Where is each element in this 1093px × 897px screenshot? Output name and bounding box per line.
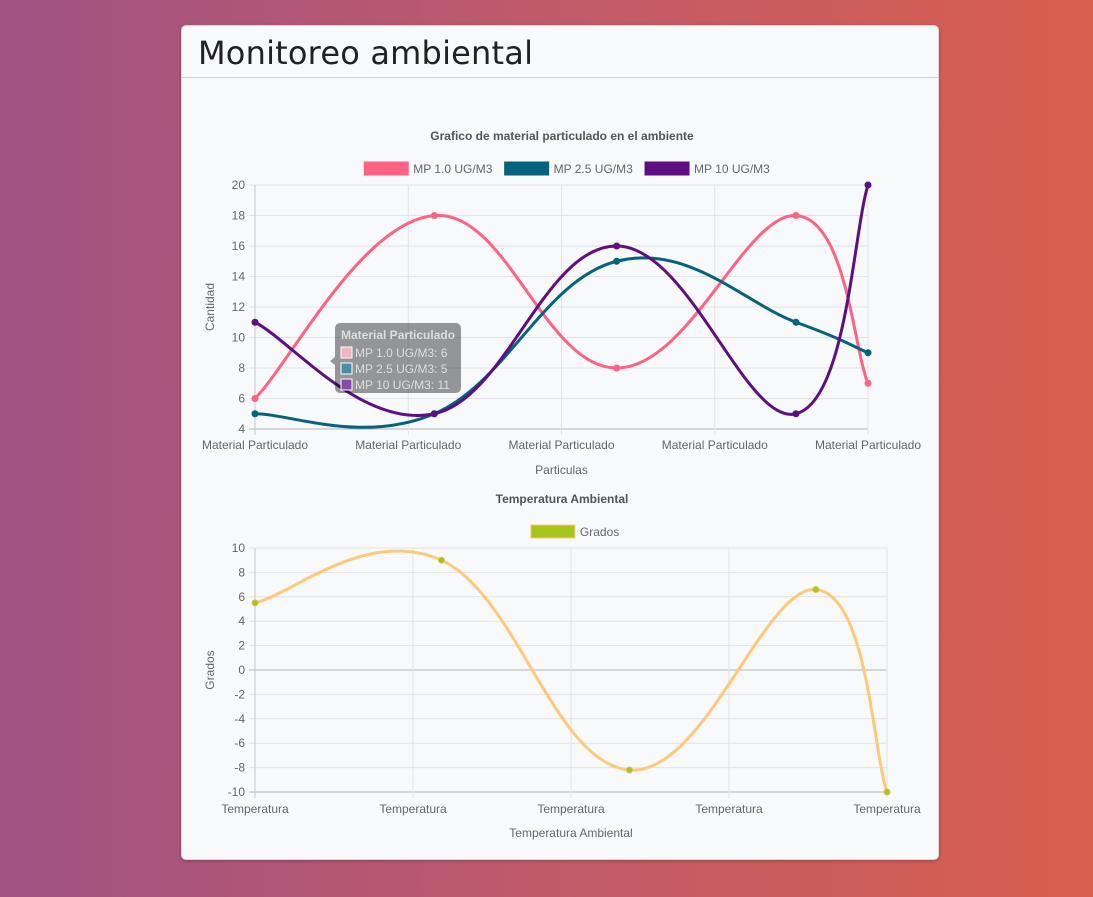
y-tick-label: -2 xyxy=(234,687,245,701)
chart-tooltip: Material Particulado MP 1.0 UG/M3: 6 MP … xyxy=(330,323,461,393)
y-axis-label: Cantidad xyxy=(203,283,217,331)
x-tick-label: Temperatura xyxy=(537,802,605,816)
chart-legend: Grados xyxy=(530,524,619,539)
page-title: Monitoreo ambiental xyxy=(198,34,534,72)
x-tick-label: Material Particulado xyxy=(662,438,768,452)
data-point[interactable] xyxy=(251,599,259,607)
x-axis-label: Temperatura Ambiental xyxy=(509,826,632,840)
y-tick-label: -4 xyxy=(234,712,245,726)
y-tick-label: 20 xyxy=(232,178,246,192)
y-tick-label: 16 xyxy=(232,239,246,253)
x-tick-label: Temperatura xyxy=(221,802,289,816)
data-point[interactable] xyxy=(437,556,445,564)
y-tick-label: 4 xyxy=(238,614,245,628)
y-tick-label: 12 xyxy=(232,300,246,314)
data-point[interactable] xyxy=(864,379,872,387)
tooltip-line-mp1: MP 1.0 UG/M3: 6 xyxy=(355,346,448,360)
data-point[interactable] xyxy=(251,318,259,326)
legend-swatch[interactable] xyxy=(530,524,576,539)
y-tick-label: 6 xyxy=(238,392,245,406)
y-axis-label: Grados xyxy=(203,650,217,689)
x-axis-label: Particulas xyxy=(535,463,588,477)
series-line xyxy=(253,213,870,400)
y-tick-label: 6 xyxy=(238,590,245,604)
data-point[interactable] xyxy=(792,410,800,418)
x-axis-ticks: Temperatura Temperatura Temperatura Tempera… xyxy=(221,802,921,816)
legend-swatch[interactable] xyxy=(644,161,690,176)
series-group xyxy=(251,549,891,796)
y-tick-label: 8 xyxy=(238,361,245,375)
legend-label[interactable]: Grados xyxy=(580,525,619,539)
x-tick-label: Material Particulado xyxy=(508,438,614,452)
grid-lines xyxy=(249,547,888,798)
x-tick-label: Temperatura xyxy=(695,802,763,816)
temperature-chart: Temperatura Ambiental Grados -10 -8 -6 -4 -2… xyxy=(203,492,921,840)
data-point[interactable] xyxy=(792,318,800,326)
y-axis-ticks: -10 -8 -6 -4 -2 0 2 4 6 8 10 xyxy=(228,541,246,799)
data-point[interactable] xyxy=(430,212,438,219)
legend-label[interactable]: MP 2.5 UG/M3 xyxy=(554,162,633,176)
tooltip-line-mp25: MP 2.5 UG/M3: 5 xyxy=(355,362,448,376)
y-tick-label: 4 xyxy=(238,422,245,436)
tooltip-caret xyxy=(330,357,335,365)
legend-label[interactable]: MP 10 UG/M3 xyxy=(694,162,770,176)
tooltip-line-mp10: MP 10 UG/M3: 11 xyxy=(355,378,450,392)
data-point[interactable] xyxy=(625,766,633,774)
legend-swatch[interactable] xyxy=(504,161,550,176)
y-tick-label: 10 xyxy=(232,541,246,555)
y-tick-label: -8 xyxy=(234,761,245,775)
data-point[interactable] xyxy=(883,788,891,796)
particulate-chart: Grafico de material particulado en el am… xyxy=(202,129,921,477)
y-tick-label: 14 xyxy=(232,270,246,284)
data-point[interactable] xyxy=(251,395,259,402)
chart-legend: MP 1.0 UG/M3 MP 2.5 UG/M3 MP 10 UG/M3 xyxy=(363,161,770,176)
grid-lines xyxy=(249,184,869,435)
data-point[interactable] xyxy=(613,242,621,250)
data-point[interactable] xyxy=(430,410,438,418)
tooltip-box xyxy=(335,323,461,393)
tooltip-swatch-mp1 xyxy=(340,346,353,359)
tooltip-swatch-mp10 xyxy=(340,378,353,391)
y-tick-label: -6 xyxy=(234,736,245,750)
series-group xyxy=(251,181,872,429)
card-header: Monitoreo ambiental xyxy=(182,26,938,78)
chart-title: Grafico de material particulado en el am… xyxy=(430,129,694,143)
data-point[interactable] xyxy=(792,212,800,219)
x-tick-label: Temperatura xyxy=(853,802,921,816)
data-point[interactable] xyxy=(864,349,872,357)
data-point[interactable] xyxy=(613,364,621,372)
monitoring-card: Monitoreo ambiental Grafico de material … xyxy=(181,25,939,860)
y-tick-label: 18 xyxy=(232,209,246,223)
tooltip-swatch-mp25 xyxy=(340,362,353,375)
x-axis-ticks: Material Particulado Material Particulado… xyxy=(202,438,921,452)
y-tick-label: 8 xyxy=(238,565,245,579)
data-point[interactable] xyxy=(864,181,872,189)
x-tick-label: Material Particulado xyxy=(815,438,921,452)
tooltip-title: Material Particulado xyxy=(341,328,455,342)
y-tick-label: 10 xyxy=(232,331,246,345)
legend-swatch[interactable] xyxy=(363,161,409,176)
legend-label[interactable]: MP 1.0 UG/M3 xyxy=(413,162,492,176)
x-tick-label: Material Particulado xyxy=(202,438,308,452)
data-point[interactable] xyxy=(613,257,621,265)
data-point[interactable] xyxy=(251,410,259,418)
chart-title: Temperatura Ambiental xyxy=(496,492,629,506)
y-tick-label: 2 xyxy=(238,639,245,653)
y-tick-label: -10 xyxy=(228,785,246,799)
y-axis-ticks: 4 6 8 10 12 14 16 18 20 xyxy=(232,178,246,436)
y-tick-label: 0 xyxy=(238,663,245,677)
data-point[interactable] xyxy=(812,585,820,593)
x-tick-label: Material Particulado xyxy=(355,438,461,452)
x-tick-label: Temperatura xyxy=(379,802,447,816)
